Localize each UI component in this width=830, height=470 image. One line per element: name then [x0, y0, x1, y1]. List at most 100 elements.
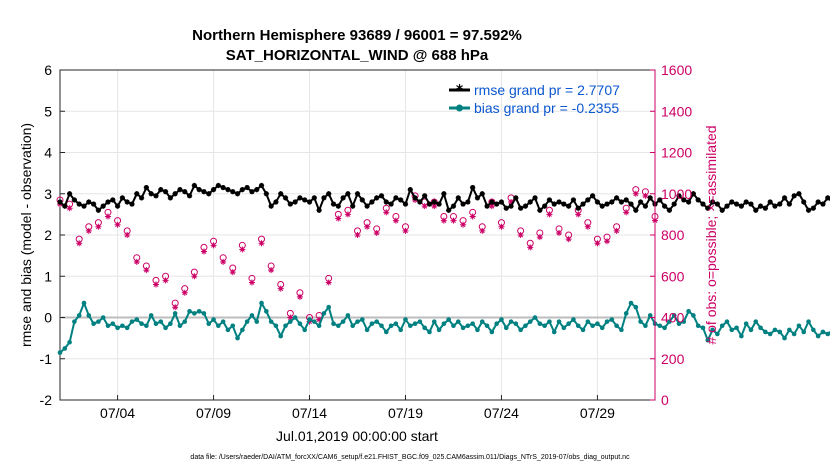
bias-point-73 — [407, 323, 413, 329]
rmse-point-155 — [801, 199, 807, 205]
bias-point-117 — [619, 327, 624, 333]
rmse-point-75 — [417, 199, 423, 205]
obs-assimilated-point-27 — [316, 316, 323, 323]
rmse-point-4 — [76, 201, 82, 207]
rmse-point-44 — [268, 203, 274, 209]
legend-rmse-label: rmse grand pr = 2.7707 — [474, 82, 620, 98]
rmse-point-99 — [532, 195, 538, 201]
bias-point-79 — [436, 327, 442, 333]
bias-point-114 — [604, 319, 610, 324]
bias-point-118 — [623, 311, 629, 316]
legend: * rmse grand pr = 2.7707 bias grand pr =… — [449, 82, 620, 116]
rmse-point-78 — [431, 199, 437, 205]
rmse-point-41 — [254, 187, 260, 193]
bias-point-138 — [719, 323, 725, 329]
bias-point-113 — [599, 325, 605, 331]
rmse-point-55 — [321, 195, 327, 201]
rmse-point-43 — [263, 191, 269, 197]
obs-assimilated-point-28 — [325, 279, 332, 286]
bias-point-154 — [796, 323, 802, 329]
rmse-point-111 — [590, 193, 596, 199]
rmse-point-108 — [575, 205, 581, 211]
legend-bias-label: bias grand pr = -0.2355 — [474, 100, 619, 116]
obs-assimilated-point-45 — [488, 203, 495, 210]
rmse-point-71 — [398, 197, 404, 203]
bias-point-140 — [729, 327, 735, 333]
bias-point-17 — [139, 321, 144, 326]
rmse-point-112 — [594, 199, 601, 205]
rmse-point-98 — [527, 199, 533, 205]
y2-tick-label-7: 1400 — [661, 103, 692, 119]
rmse-point-104 — [556, 199, 562, 205]
rmse-point-51 — [302, 197, 308, 203]
obs-assimilated-point-52 — [556, 229, 563, 236]
y2-tick-label-8: 1600 — [661, 62, 692, 78]
y-tick-label-2: 0 — [44, 310, 52, 326]
legend-bias-marker — [456, 104, 463, 112]
bias-series — [57, 300, 830, 355]
obs-assimilated-point-35 — [392, 217, 399, 224]
obs-assimilated-point-18 — [229, 269, 236, 276]
rmse-point-34 — [220, 184, 226, 191]
title-group: Northern Hemisphere 93689 / 96001 = 97.5… — [192, 27, 522, 64]
obs-assimilated-point-59 — [623, 209, 630, 216]
bias-point-78 — [431, 319, 437, 324]
bias-point-6 — [86, 313, 92, 318]
rmse-point-18 — [143, 184, 149, 191]
rmse-point-160 — [825, 195, 830, 201]
obs-assimilated-point-11 — [162, 277, 169, 284]
rmse-point-23 — [167, 195, 173, 201]
rmse-point-70 — [393, 195, 399, 201]
bias-point-1 — [62, 346, 68, 351]
bias-point-55 — [321, 311, 327, 316]
bias-point-89 — [484, 323, 490, 329]
rmse-point-54 — [316, 207, 322, 213]
bias-point-156 — [806, 319, 811, 324]
bias-point-28 — [192, 311, 197, 316]
bias-point-75 — [417, 319, 423, 324]
bias-point-41 — [254, 319, 260, 324]
bias-point-145 — [753, 319, 759, 324]
bias-point-125 — [657, 323, 663, 329]
rmse-point-100 — [537, 207, 543, 213]
bias-point-20 — [153, 321, 159, 326]
y-tick-label-1: -1 — [40, 351, 53, 367]
obs-assimilated-point-23 — [277, 285, 284, 292]
y-tick-label-4: 2 — [44, 227, 52, 243]
bias-point-13 — [120, 323, 125, 329]
bias-point-146 — [758, 325, 763, 331]
rmse-point-19 — [148, 191, 154, 197]
bias-point-26 — [182, 319, 188, 324]
y-tick-label-0: -2 — [40, 392, 53, 408]
rmse-point-53 — [311, 195, 317, 201]
bias-point-76 — [422, 325, 427, 331]
bias-point-14 — [124, 325, 130, 331]
x-tick-label-4: 07/24 — [484, 405, 519, 421]
obs-assimilated-point-40 — [440, 217, 447, 224]
rmse-point-147 — [762, 205, 768, 211]
bias-point-51 — [302, 327, 308, 333]
bias-point-10 — [105, 323, 111, 329]
rmse-point-20 — [153, 193, 159, 199]
bias-point-104 — [556, 319, 562, 324]
rmse-point-67 — [378, 193, 385, 199]
rmse-point-83 — [455, 195, 461, 201]
bias-point-50 — [297, 321, 303, 326]
bias-point-130 — [681, 319, 687, 324]
rmse-point-97 — [522, 203, 529, 209]
obs-assimilated-point-58 — [613, 227, 620, 234]
obs-assimilated-point-14 — [191, 273, 198, 280]
bias-point-46 — [278, 333, 284, 339]
rmse-point-76 — [422, 193, 428, 199]
rmse-point-151 — [781, 195, 788, 201]
footnote: data file: /Users/raeder/DAI/ATM_forcXX/… — [190, 454, 630, 461]
obs-assimilated-point-39 — [431, 203, 438, 210]
x-tick-label-2: 07/14 — [292, 405, 327, 421]
bias-point-61 — [350, 323, 356, 329]
bias-point-85 — [465, 323, 471, 329]
bias-point-96 — [518, 327, 523, 333]
bias-point-115 — [609, 317, 615, 322]
obs-assimilated-point-51 — [546, 211, 553, 218]
obs-assimilated-point-10 — [152, 281, 159, 288]
bias-point-69 — [388, 323, 394, 329]
